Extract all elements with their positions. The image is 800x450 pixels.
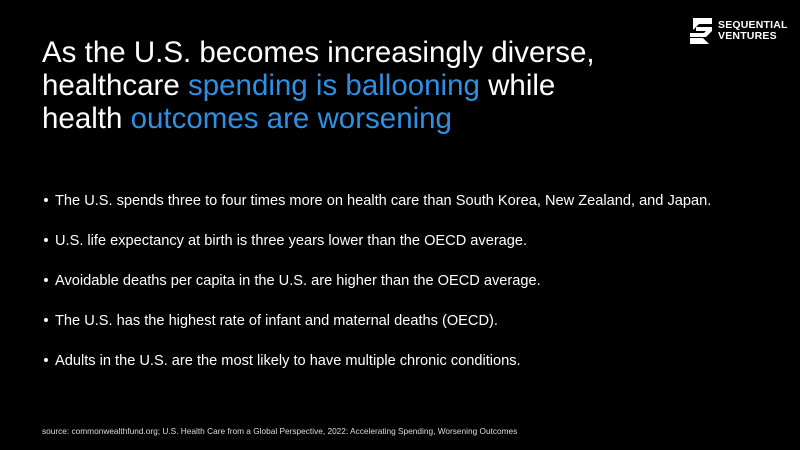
title-line: As the U.S. becomes increasingly diverse…: [42, 36, 595, 69]
bullet-dot: [44, 197, 48, 202]
bullet-list: The U.S. spends three to four times more…: [42, 193, 711, 393]
logo-line: SEQUENTIAL: [718, 19, 788, 31]
title-segment: while: [479, 69, 556, 102]
logo-icon: [690, 18, 712, 44]
bullet-item: The U.S. spends three to four times more…: [42, 193, 711, 233]
bullet-dot: [44, 277, 48, 282]
title-segment: healthcare: [42, 69, 188, 102]
title-segment: spending is ballooning: [187, 69, 480, 102]
source: source: commonwealthfund.org; U.S. Healt…: [42, 426, 518, 436]
title-segment: health: [42, 102, 131, 135]
title-segment: As the U.S. becomes increasingly diverse…: [42, 36, 595, 69]
bullet-text: U.S. life expectancy at birth is three y…: [55, 233, 528, 249]
logo-line: VENTURES: [718, 30, 777, 42]
bullet-dot: [44, 317, 48, 322]
title-line: healthcare spending is ballooning while: [42, 69, 595, 102]
bullet-item: U.S. life expectancy at birth is three y…: [42, 233, 711, 273]
bullet-item: Avoidable deaths per capita in the U.S. …: [42, 273, 711, 313]
logo: SEQUENTIAL VENTURES: [690, 18, 788, 44]
title-segment: outcomes are worsening: [130, 102, 452, 135]
bullet-text: Adults in the U.S. are the most likely t…: [55, 353, 521, 369]
bullet-item: The U.S. has the highest rate of infant …: [42, 313, 711, 353]
title: As the U.S. becomes increasingly diverse…: [42, 36, 595, 135]
bullet-dot: [44, 357, 48, 362]
logo-text: SEQUENTIAL VENTURES: [718, 20, 788, 42]
bullet-text: Avoidable deaths per capita in the U.S. …: [55, 273, 541, 289]
bullet-text: The U.S. spends three to four times more…: [55, 193, 712, 209]
bullet-text: The U.S. has the highest rate of infant …: [55, 313, 498, 329]
bullet-item: Adults in the U.S. are the most likely t…: [42, 353, 711, 393]
bullet-dot: [44, 237, 48, 242]
title-line: health outcomes are worsening: [42, 102, 595, 135]
